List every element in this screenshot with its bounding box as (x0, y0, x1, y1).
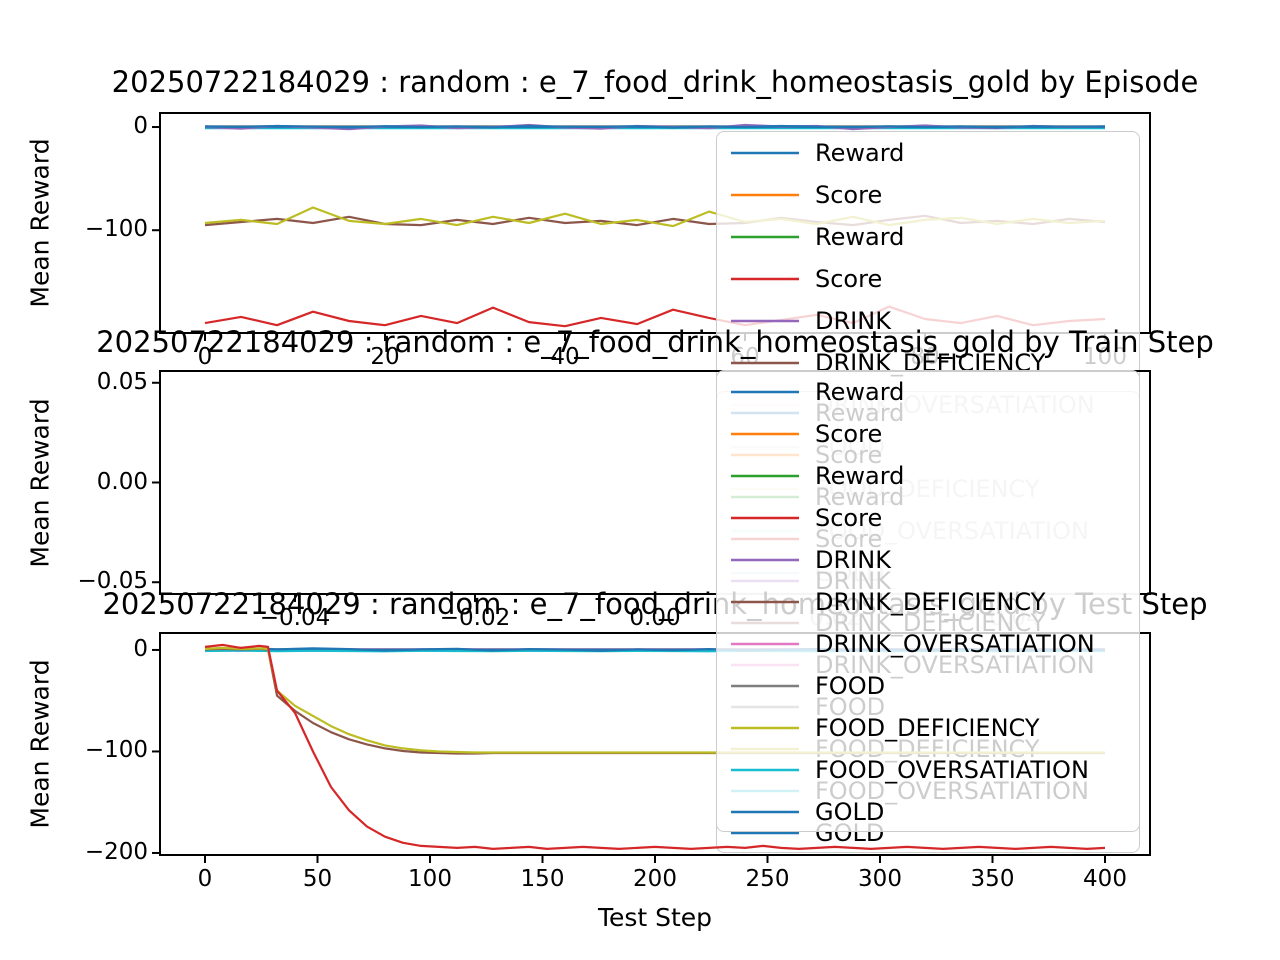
y-tick-label: −0.05 (77, 568, 148, 595)
axes-spines (159, 370, 1151, 595)
legend-label: Reward (815, 378, 905, 406)
x-tick-label: 50 (302, 866, 333, 892)
legend-color-line (731, 642, 799, 646)
legend-color-line (731, 726, 799, 730)
legend-color-line (731, 390, 799, 394)
legend-color-line (731, 361, 799, 365)
legend-item: FOOD_DEFICIENCY (717, 707, 1139, 749)
legend-color-line (731, 151, 799, 155)
y-tick-label: −100 (84, 737, 148, 764)
legend-label: GOLD (815, 798, 885, 826)
legend-label: FOOD_DEFICIENCY (815, 714, 1040, 742)
x-tick-label: 40 (550, 344, 580, 370)
x-tick-label: 200 (633, 866, 677, 892)
chart-title-episode: 20250722184029 : random : e_7_food_drink… (111, 65, 1199, 99)
legend-item: DRINK_OVERSATIATION (717, 623, 1139, 665)
x-tick-label: 0.00 (629, 605, 681, 631)
legend-label: FOOD (815, 672, 886, 700)
legend-test-step: Reward Score Reward Score DRINK DRINK_DEFICIE… (716, 370, 1140, 832)
legend-label: Reward (815, 223, 905, 251)
y-tick-label: −100 (84, 216, 148, 243)
y-tick-label: −200 (84, 838, 148, 865)
legend-item: FOOD_OVERSATIATION (717, 749, 1139, 791)
y-tick-label: 0 (133, 113, 148, 140)
legend-item: DRINK (717, 300, 1139, 342)
x-tick-label: 100 (408, 866, 452, 892)
legend-item: FOOD (717, 665, 1139, 707)
x-axis-label-test-step: Test Step (597, 903, 713, 932)
legend-label: DRINK_DEFICIENCY (815, 588, 1046, 616)
y-tick-label: 0.05 (96, 368, 148, 395)
legend-color-line (731, 193, 799, 197)
legend-label: DRINK (815, 307, 891, 335)
legend-color-line (731, 831, 799, 835)
axes-spines (159, 632, 1151, 856)
y-tick-label: 0 (133, 635, 148, 662)
legend-label: DRINK (815, 546, 891, 574)
legend-item: Reward (717, 132, 1139, 174)
legend-color-line (731, 768, 799, 772)
legend-label: Reward (815, 462, 905, 490)
x-tick-label: 150 (520, 866, 565, 892)
legend-label: Reward (815, 139, 905, 167)
legend-item: Reward (717, 371, 1139, 413)
legend-label: FOOD_OVERSATIATION (815, 756, 1089, 784)
legend-label: Score (815, 265, 883, 293)
legend-item: Score (717, 258, 1139, 300)
legend-label: Score (815, 420, 883, 448)
data-line-score (204, 643, 1106, 851)
legend-item: Reward (717, 216, 1139, 258)
legend-label: DRINK_OVERSATIATION (815, 630, 1095, 658)
x-tick-label: 0 (197, 344, 213, 370)
legend-item: DRINK_DEFICIENCY (717, 581, 1139, 623)
legend-color-line (731, 277, 799, 281)
x-tick-label: 250 (745, 866, 790, 892)
legend-item: Reward (717, 455, 1139, 497)
chart-title-train-step: 20250722184029 : random : e_7_food_drink… (96, 325, 1214, 359)
legend-item: GOLD (717, 791, 1139, 833)
x-tick-label: 20 (370, 344, 400, 370)
legend-color-line (731, 319, 799, 323)
legend-item: DRINK (717, 539, 1139, 581)
data-line-reward (204, 124, 1106, 129)
x-tick-label: 300 (858, 866, 902, 892)
legend-color-line (731, 235, 799, 239)
x-tick-label: −0.04 (259, 605, 331, 631)
y-tick-label: 0.00 (96, 468, 148, 495)
x-tick-label: −0.02 (439, 605, 511, 631)
legend-color-line (731, 432, 799, 436)
legend-color-line (731, 684, 799, 688)
x-tick-label: 0 (197, 866, 213, 892)
legend-label: Score (815, 504, 883, 532)
legend-color-line (731, 474, 799, 478)
axes-spines (159, 112, 1151, 334)
legend-item: Score (717, 413, 1139, 455)
legend-item: Score (717, 174, 1139, 216)
legend-label: Score (815, 181, 883, 209)
legend-color-line (731, 558, 799, 562)
legend-color-line (731, 516, 799, 520)
legend-color-line (731, 600, 799, 604)
x-tick-label: 400 (1083, 866, 1127, 892)
legend-item: Score (717, 497, 1139, 539)
legend-color-line (731, 810, 799, 814)
x-tick-label: 350 (970, 866, 1015, 892)
